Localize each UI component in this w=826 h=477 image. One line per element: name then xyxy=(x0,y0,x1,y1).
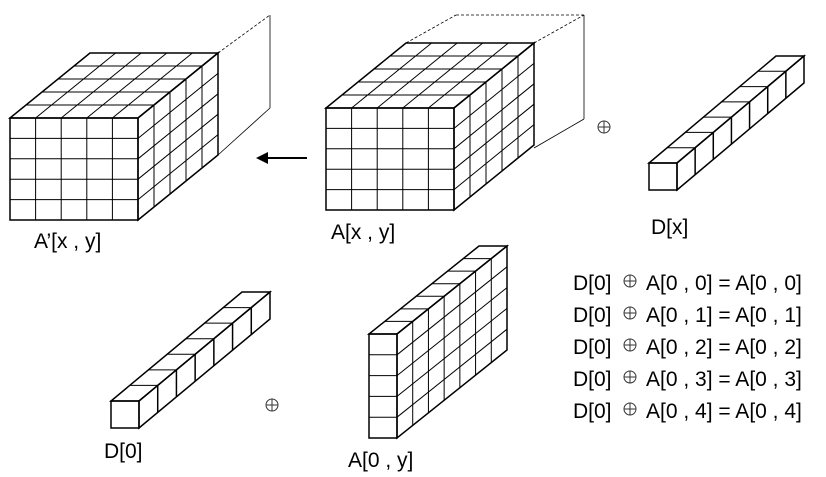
cube-a xyxy=(323,14,585,212)
xor-operator-bottom xyxy=(265,398,279,412)
equation-rhs: A[0 , 3] = A[0 , 3] xyxy=(646,368,802,391)
equation-rhs: A[0 , 1] = A[0 , 1] xyxy=(646,304,802,327)
label-d-x: D[x] xyxy=(651,216,688,239)
equation-lhs: D[0] xyxy=(573,304,612,327)
equation-lhs: D[0] xyxy=(573,400,612,423)
equation-lhs: D[0] xyxy=(573,368,612,391)
label-a-prime: A’[x , y] xyxy=(34,230,101,253)
equation-rhs: A[0 , 2] = A[0 , 2] xyxy=(646,336,802,359)
equation-rhs: A[0 , 0] = A[0 , 0] xyxy=(646,272,802,295)
left-arrow xyxy=(256,152,307,164)
label-a-0-y: A[0 , y] xyxy=(348,449,413,472)
label-d-0: D[0] xyxy=(104,440,143,463)
cube-a-prime xyxy=(7,14,271,222)
equation-lhs: D[0] xyxy=(573,272,612,295)
equation-lhs: D[0] xyxy=(573,336,612,359)
xor-operator-top xyxy=(597,120,611,134)
bar-d-0 xyxy=(108,290,273,430)
bar-d-x xyxy=(646,54,807,192)
wall-a-0-y xyxy=(366,244,510,440)
equation-list: D[0] A[0 , 0] = A[0 , 0] D[0] A[0 , 1] = A[… xyxy=(573,272,802,423)
label-a: A[x , y] xyxy=(331,221,395,244)
equation-rhs: A[0 , 4] = A[0 , 4] xyxy=(646,400,802,423)
